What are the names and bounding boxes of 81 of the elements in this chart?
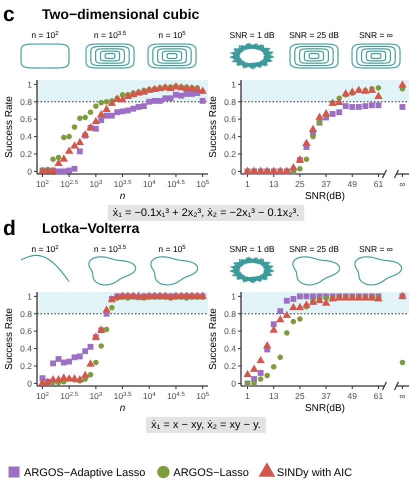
y-axis-title: Success Rate [4,308,15,370]
y-tick-label: 0.6 [224,114,236,124]
y-tick-label: 0.2 [224,360,236,371]
x-tick-label: 49 [348,179,358,189]
legend-label: ARGOS−Lasso [173,467,249,479]
x-tick-label: 10$^{4}$ [142,179,156,189]
chart-title: Lotka−Volterra [42,220,140,236]
text: ẋ₁ = x − xy, ẋ₂ = xy − y. [151,419,261,431]
y-tick-label: 0.2 [20,360,32,371]
y-tick-label: 0.8 [224,308,236,319]
x-tick-label: 10$^{3}$ [89,179,103,189]
x-tick-label: 10$^{4.5}$ [167,179,186,189]
text: d [3,217,16,240]
y-tick-label: 0.2 [20,148,32,159]
x-tick-label: 37 [321,179,332,189]
y-tick-label: 0.6 [20,114,32,124]
y-tick-label: 0 [231,378,236,388]
y-tick-label: 1 [27,291,32,302]
x-tick-label: 10$^{2}$ [36,179,49,189]
y-tick-label: 0.8 [20,308,32,319]
x-tick-label: 10$^{5}$ [196,179,210,189]
x-tick-label: 1 [245,179,250,189]
text: SNR = 25 dB [289,244,340,254]
y-tick-label: 0.2 [224,148,236,159]
x-tick-label: 25 [295,391,305,401]
y-tick-label: 1 [231,291,236,302]
x-tick-label: 10$^{2.5}$ [60,391,79,401]
x-tick-label: 10$^{4.5}$ [167,391,186,401]
y-tick-label: 1 [27,79,32,90]
text: SNR = 1 dB [229,244,275,254]
x-tick-label: 10$^{3.5}$ [114,179,132,189]
x-tick-label: ∞ [399,391,406,401]
y-tick-label: 0 [231,166,236,176]
x-tick-label: 13 [268,391,279,401]
text: SNR = ∞ [359,30,393,40]
x-tick-label: 37 [321,391,332,401]
y-axis-title: Success Rate [4,96,15,158]
x-tick-label: 10$^{3}$ [89,391,103,401]
x-tick-label: 25 [295,179,305,189]
x-tick-label: 49 [348,391,358,401]
y-tick-label: 0.6 [20,326,32,336]
x-tick-label: 13 [268,179,279,189]
y-tick-label: 0.4 [20,132,32,142]
x-tick-label: 10$^{2.5}$ [60,179,79,189]
x-tick-label: 1 [245,391,250,401]
text: n = 10$^{5}$ [158,30,186,40]
y-axis-title: Success Rate [208,96,219,158]
chart-title: Two−dimensional cubic [42,6,200,22]
text: SNR = 25 dB [289,30,340,40]
text: ẋ₁ = −0.1x₁³ + 2x₂³, ẋ₂ = −2x₁³ − 0.1x₂³. [112,207,300,219]
x-axis-title: n [120,191,126,202]
text: SNR = ∞ [359,244,393,254]
text: n = 10$^{3.5}$ [94,30,127,40]
x-tick-label: 61 [374,391,384,401]
y-axis-title: Success Rate [208,308,219,370]
y-tick-label: 0 [27,378,32,388]
y-tick-label: 0.4 [224,344,236,354]
legend-label: ARGOS−Adaptive Lasso [24,467,146,479]
legend-label: SINDy with AIC [276,467,352,479]
y-tick-label: 0.4 [224,132,236,142]
text: n = 10$^{2}$ [31,244,59,254]
x-axis-title: SNR(dB) [304,191,346,202]
text: SNR = 1 dB [229,30,275,40]
y-tick-label: 0.8 [224,96,236,107]
x-axis-title: n [120,403,126,414]
x-tick-label: ∞ [399,179,406,189]
y-tick-label: 1 [231,79,236,90]
x-tick-label: 10$^{3.5}$ [114,391,132,401]
x-tick-label: 10$^{2}$ [36,391,49,401]
x-tick-label: 10$^{5}$ [196,391,210,401]
x-axis-title: SNR(dB) [304,403,346,414]
text: n = 10$^{5}$ [158,244,186,254]
y-tick-label: 0.6 [224,326,236,336]
text: n = 10$^{3.5}$ [94,244,127,254]
y-tick-label: 0.4 [20,344,32,354]
x-tick-label: 61 [374,179,384,189]
y-tick-label: 0 [27,166,32,176]
text: c [3,3,15,26]
x-tick-label: 10$^{4}$ [142,391,156,401]
y-tick-label: 0.8 [20,96,32,107]
text: n = 10$^{2}$ [31,30,59,40]
